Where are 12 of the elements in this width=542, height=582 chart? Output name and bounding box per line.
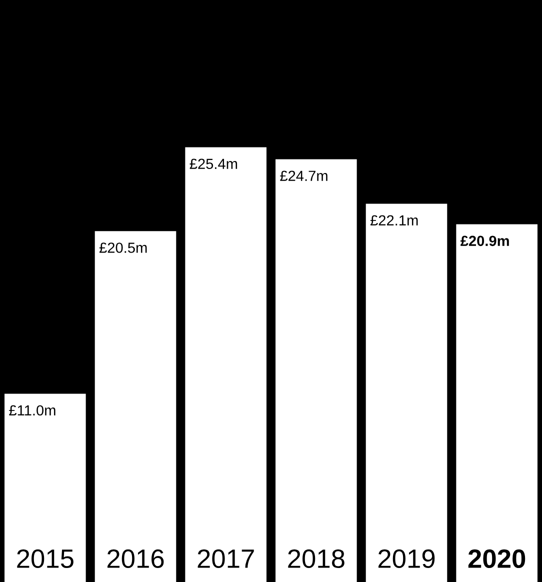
x-tick-label: 2015 [17,549,74,568]
x-tick-label: 2020 [468,549,526,568]
x-tick-label: 2018 [288,549,344,568]
data-label: £20.5m [99,242,147,253]
data-label: £20.9m [460,236,509,246]
x-tick-label: 2016 [107,549,164,568]
data-label: £24.7m [280,170,328,181]
data-label: £25.4m [190,158,238,170]
data-label: £11.0m [9,405,56,416]
data-label: £22.1m [370,215,418,226]
x-tick-label: 2017 [198,549,254,568]
x-tick-label: 2019 [378,549,435,568]
